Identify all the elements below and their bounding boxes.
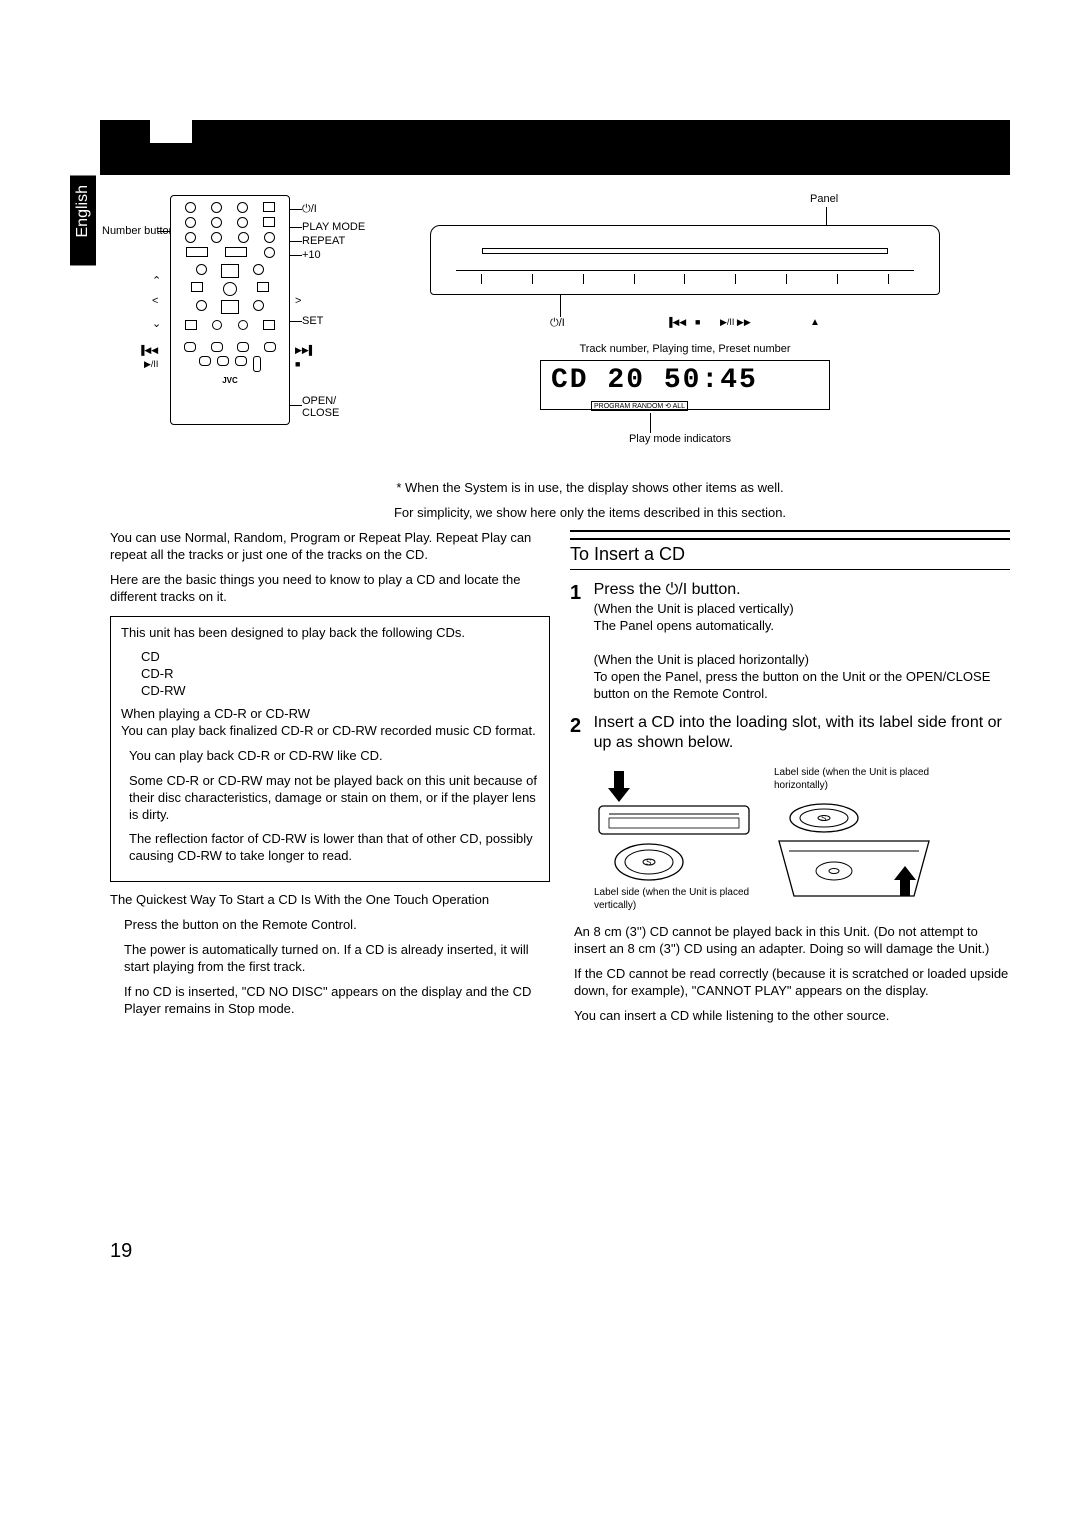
remote-diagram: JVC [170, 195, 290, 425]
lcd-readout: CD 20 50:45 [551, 365, 819, 396]
step-2-number: 2 [570, 713, 590, 739]
body-columns: You can use Normal, Random, Program or R… [110, 530, 1010, 1033]
quick-p2: The power is automatically turned on. If… [124, 942, 550, 976]
box-item-cdr: CD-R [141, 666, 539, 683]
step-1-v-a: (When the Unit is placed vertically) [594, 601, 794, 616]
box-l2b: You can play back finalized CD-R or CD-R… [121, 723, 536, 738]
panel-play-next-icon: ▶/II ▶▶ [720, 317, 751, 328]
box-item-cdrw: CD-RW [141, 683, 539, 700]
fig-vertical-label: Label side (when the Unit is placed vert… [594, 887, 749, 911]
insert-note-2: If the CD cannot be read correctly (beca… [574, 966, 1010, 1000]
intro-p1: You can use Normal, Random, Program or R… [110, 530, 550, 564]
cd-info-box: This unit has been designed to play back… [110, 616, 550, 883]
panel-standby-icon: ⏻/I [550, 317, 565, 330]
label-panel: Panel [810, 193, 838, 205]
step-1-h-a: (When the Unit is placed horizontally) [594, 652, 809, 667]
label-up-icon: ⌃ [152, 274, 161, 287]
section-header-notch [150, 120, 192, 145]
page-number: 19 [110, 1240, 132, 1263]
insert-note-1: An 8 cm (3'') CD cannot be played back i… [574, 924, 1010, 958]
label-play-mode: PLAY MODE [302, 221, 365, 233]
panel-eject-icon: ▲ [810, 317, 820, 328]
box-l2a: When playing a CD-R or CD-RW [121, 706, 310, 721]
box-bullet-1: You can play back CD-R or CD-RW like CD. [129, 748, 539, 765]
language-tab: English [70, 175, 96, 265]
diagram-area: Number buttons JVC ⏻/I PLAY MODE REPEAT … [110, 195, 1010, 475]
quick-p1: Press the button on the Remote Control. [124, 917, 550, 934]
label-set: SET [302, 315, 323, 327]
label-play-pause-icon: ▶/II [144, 359, 158, 370]
box-l1: This unit has been designed to play back… [121, 625, 539, 642]
section-header-bar [100, 120, 1010, 175]
right-column: To Insert a CD 1 Press the ⏻/I button. (… [570, 530, 1010, 1033]
insert-heading: To Insert a CD [570, 538, 1010, 570]
step-2-title: Insert a CD into the loading slot, with … [594, 713, 1010, 755]
step-1-number: 1 [570, 580, 590, 606]
label-right-icon: > [295, 295, 301, 307]
insert-cd-diagrams: S Label side (when the Unit is placed ve… [594, 766, 1010, 912]
star-note-1: * When the System is in use, the display… [230, 480, 950, 495]
svg-text:S: S [821, 814, 826, 823]
lcd-display: CD 20 50:45 PROGRAM RANDOM ⟲ ALL [540, 360, 830, 410]
svg-text:S: S [646, 858, 651, 867]
step-1-v-b: The Panel opens automatically. [594, 618, 774, 633]
quick-p3: If no CD is inserted, "CD NO DISC" appea… [124, 984, 550, 1018]
fig-horizontal-label: Label side (when the Unit is placed hori… [774, 766, 934, 792]
lcd-indicator-strip: PROGRAM RANDOM ⟲ ALL [591, 401, 688, 411]
panel-diagram [430, 225, 940, 315]
insert-note-3: You can insert a CD while listening to t… [574, 1008, 1010, 1025]
label-down-icon: ⌄ [152, 317, 161, 330]
label-open-close: OPEN/ CLOSE [302, 395, 339, 419]
star-note-2: For simplicity, we show here only the it… [230, 505, 950, 520]
box-item-cd: CD [141, 649, 539, 666]
display-caption-top: Track number, Playing time, Preset numbe… [510, 343, 860, 355]
label-standby: ⏻/I [302, 203, 317, 216]
box-bullet-3: The reflection factor of CD-RW is lower … [129, 831, 539, 865]
step-1-title: Press the ⏻/I button. [594, 581, 741, 598]
label-stop-icon: ■ [295, 359, 300, 369]
panel-prev-icon: ▐◀◀ [666, 317, 686, 328]
panel-stop-icon: ■ [695, 317, 700, 327]
label-next-icon: ▶▶▌ [295, 345, 315, 356]
label-plus10: +10 [302, 249, 321, 261]
fig-vertical: S Label side (when the Unit is placed ve… [594, 766, 754, 912]
intro-p2: Here are the basic things you need to kn… [110, 572, 550, 606]
quick-heading: The Quickest Way To Start a CD Is With t… [110, 892, 550, 909]
label-prev-icon: ▐◀◀ [138, 345, 158, 356]
box-bullet-2: Some CD-R or CD-RW may not be played bac… [129, 773, 539, 824]
left-column: You can use Normal, Random, Program or R… [110, 530, 550, 1033]
display-caption-bottom: Play mode indicators [530, 433, 830, 445]
step-1-h-b: To open the Panel, press the button on t… [594, 669, 991, 701]
label-left-icon: < [152, 295, 158, 307]
label-repeat: REPEAT [302, 235, 345, 247]
fig-horizontal: Label side (when the Unit is placed hori… [774, 766, 934, 912]
